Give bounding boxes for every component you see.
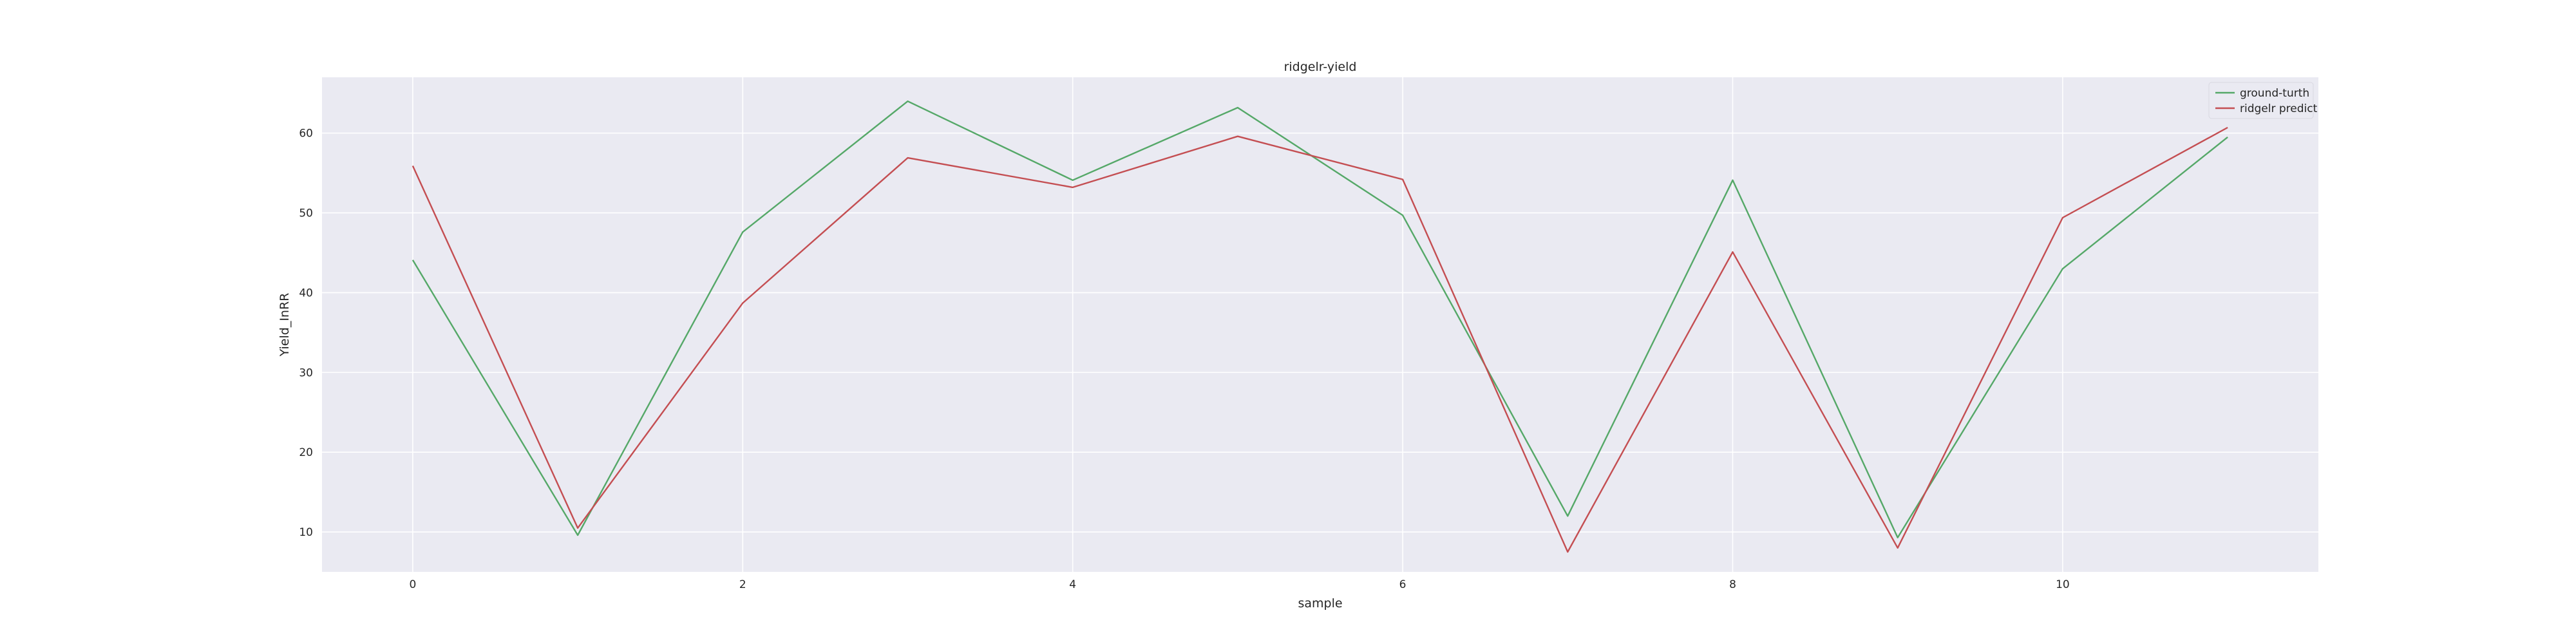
y-tick-label: 20 — [299, 446, 313, 459]
legend-box — [2208, 82, 2314, 119]
x-tick-label: 8 — [1729, 578, 1736, 591]
legend-entry-label: ground-turth — [2240, 87, 2309, 100]
y-tick-label: 40 — [299, 287, 313, 299]
tick-labels: 0 2 4 6 8 10 10 20 30 40 50 60 — [299, 128, 2069, 591]
x-tick-label: 0 — [409, 578, 416, 591]
y-tick-label: 60 — [299, 128, 313, 140]
x-tick-label: 10 — [2056, 578, 2070, 591]
x-axis-label: sample — [1298, 596, 1342, 611]
legend-entry-label: ridgelr predict — [2240, 102, 2318, 115]
series-lines — [412, 100, 2228, 553]
x-tick-label: 2 — [739, 578, 746, 591]
plot-area — [322, 77, 2318, 572]
y-tick-label: 30 — [299, 366, 313, 379]
legend: ground-turth ridgelr predict — [2208, 82, 2318, 119]
x-tick-label: 4 — [1069, 578, 1076, 591]
y-tick-label: 10 — [299, 526, 313, 539]
y-axis-label: Yield_InRR — [278, 293, 292, 357]
chart-title: ridgelr-yield — [1284, 60, 1357, 74]
series-line-1 — [412, 126, 2228, 553]
y-tick-label: 50 — [299, 207, 313, 220]
x-tick-label: 6 — [1399, 578, 1406, 591]
